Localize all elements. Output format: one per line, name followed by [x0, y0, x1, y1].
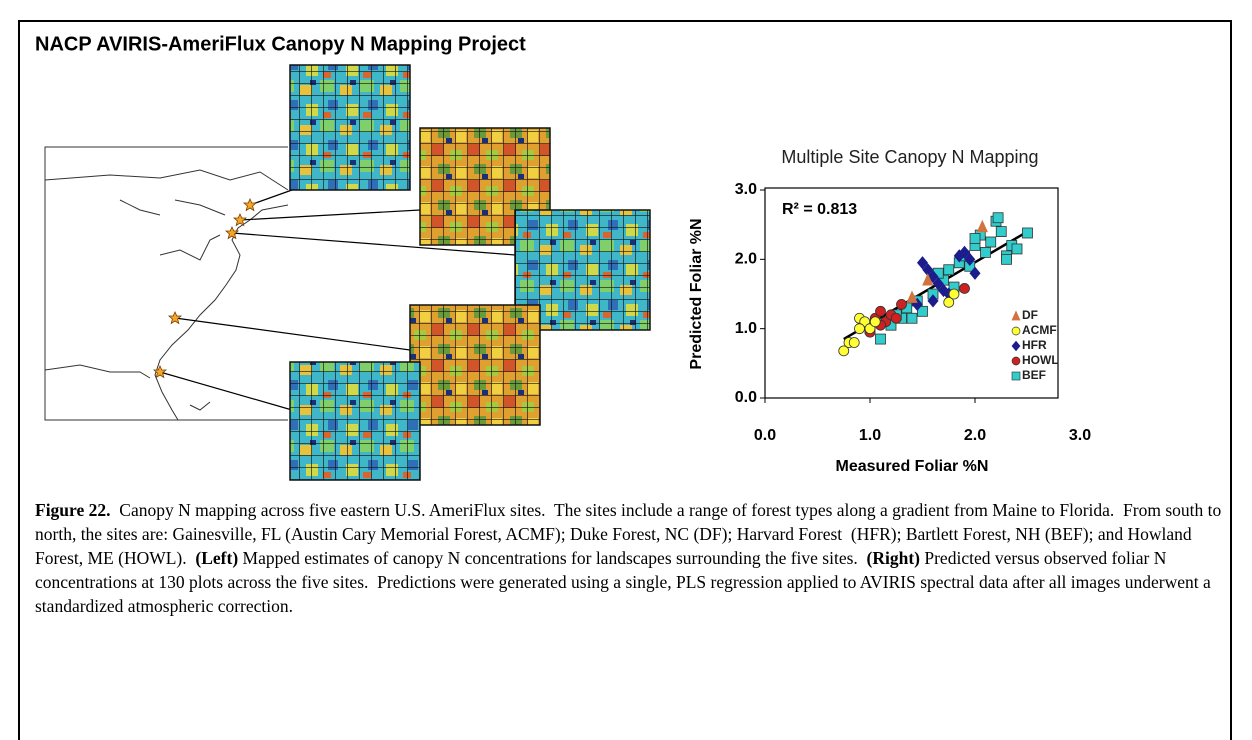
tile-grid [289, 64, 411, 191]
y-tick-label: 3.0 [735, 181, 757, 198]
site-star [224, 226, 240, 240]
data-point [890, 312, 902, 324]
data-point [980, 246, 991, 258]
data-point [992, 212, 1004, 224]
data-point [896, 298, 907, 310]
link-line [174, 317, 411, 351]
x-tick-label: 2.0 [964, 427, 986, 444]
legend-marker [1011, 356, 1021, 366]
legend-marker [1011, 340, 1021, 352]
y-axis-label: Predicted Foliar %N [688, 218, 705, 369]
x-tick-label: 1.0 [859, 427, 881, 444]
site-star [152, 365, 168, 379]
tile-grid [289, 361, 421, 481]
site-star [167, 311, 183, 325]
data-point [917, 305, 928, 317]
y-tick-label: 1.0 [735, 320, 757, 337]
data-point [985, 236, 997, 248]
data-point [1011, 243, 1023, 255]
coastline [44, 169, 289, 421]
site-star [242, 198, 258, 212]
data-point [927, 294, 939, 308]
data-point [959, 283, 970, 294]
legend-marker [1011, 371, 1021, 381]
annotation: R² = 0.813 [782, 201, 857, 218]
caption-bold: (Right) [866, 548, 920, 568]
chart-title: Multiple Site Canopy N Mapping [781, 147, 1038, 167]
map [44, 146, 289, 421]
link-line [231, 232, 516, 256]
data-point [869, 316, 881, 328]
legend-marker [1011, 326, 1021, 336]
x-tick-label: 0.0 [754, 427, 776, 444]
data-point [995, 226, 1007, 238]
y-tick-label: 2.0 [735, 251, 757, 268]
caption-bold: Figure 22. [35, 500, 111, 520]
data-point [854, 323, 865, 335]
link-line [239, 209, 421, 221]
caption-bold: (Left) [195, 548, 239, 568]
data-point [976, 219, 988, 233]
map-border [44, 146, 288, 421]
data-point [948, 288, 960, 300]
legend-label: BEF [1022, 368, 1046, 382]
data-point [927, 270, 939, 284]
caption-text: Canopy N mapping across five eastern U.S… [35, 500, 1226, 568]
site-star [232, 213, 248, 227]
scatter-chart: Multiple Site Canopy N Mapping 0.0 1.0 2.0 3… [688, 147, 1091, 475]
data-point [916, 256, 929, 270]
canopy-maps [289, 64, 651, 481]
x-tick-label: 3.0 [1069, 427, 1091, 444]
tile-grid [419, 127, 551, 246]
figure: NACP AVIRIS-AmeriFlux Canopy N Mapping P… [35, 33, 1091, 481]
legend-label: HFR [1022, 338, 1047, 352]
data-point [964, 252, 976, 266]
caption-text: Mapped estimates of canopy N concentrati… [238, 548, 867, 568]
site-stars [152, 198, 258, 379]
data-point [875, 333, 886, 345]
data-point [958, 245, 971, 260]
data-point [848, 337, 860, 348]
page-title: NACP AVIRIS-AmeriFlux Canopy N Mapping P… [35, 33, 526, 55]
data-point [1022, 227, 1033, 239]
legend-marker [1011, 310, 1021, 321]
data-point [943, 296, 955, 308]
legend-label: ACMF [1022, 323, 1057, 337]
figure-caption: Figure 22. Canopy N mapping across five … [35, 498, 1225, 618]
caption-text: Predicted versus observed foliar N conce… [35, 548, 1216, 616]
tile-grid [409, 304, 541, 426]
link-line [159, 371, 293, 411]
data-point [838, 345, 850, 357]
y-tick-label: 0.0 [735, 389, 757, 406]
data-point [875, 305, 886, 317]
data-point [906, 290, 918, 303]
legend-label: HOWL [1022, 353, 1059, 367]
figure-frame [18, 20, 1232, 740]
data-point [969, 233, 981, 244]
data-point [969, 266, 981, 280]
data-point [922, 273, 934, 286]
x-axis-label: Measured Foliar %N [836, 458, 989, 475]
data-point [906, 312, 918, 324]
data-point [943, 264, 955, 276]
legend-label: DF [1022, 308, 1038, 322]
data-point [1001, 253, 1012, 265]
data-point [932, 276, 944, 291]
